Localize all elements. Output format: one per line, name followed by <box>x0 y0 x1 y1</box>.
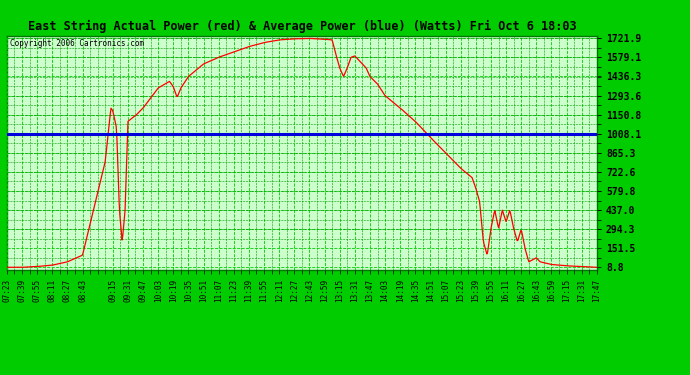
Text: Copyright 2006 Cartronics.com: Copyright 2006 Cartronics.com <box>10 39 144 48</box>
Title: East String Actual Power (red) & Average Power (blue) (Watts) Fri Oct 6 18:03: East String Actual Power (red) & Average… <box>28 20 576 33</box>
